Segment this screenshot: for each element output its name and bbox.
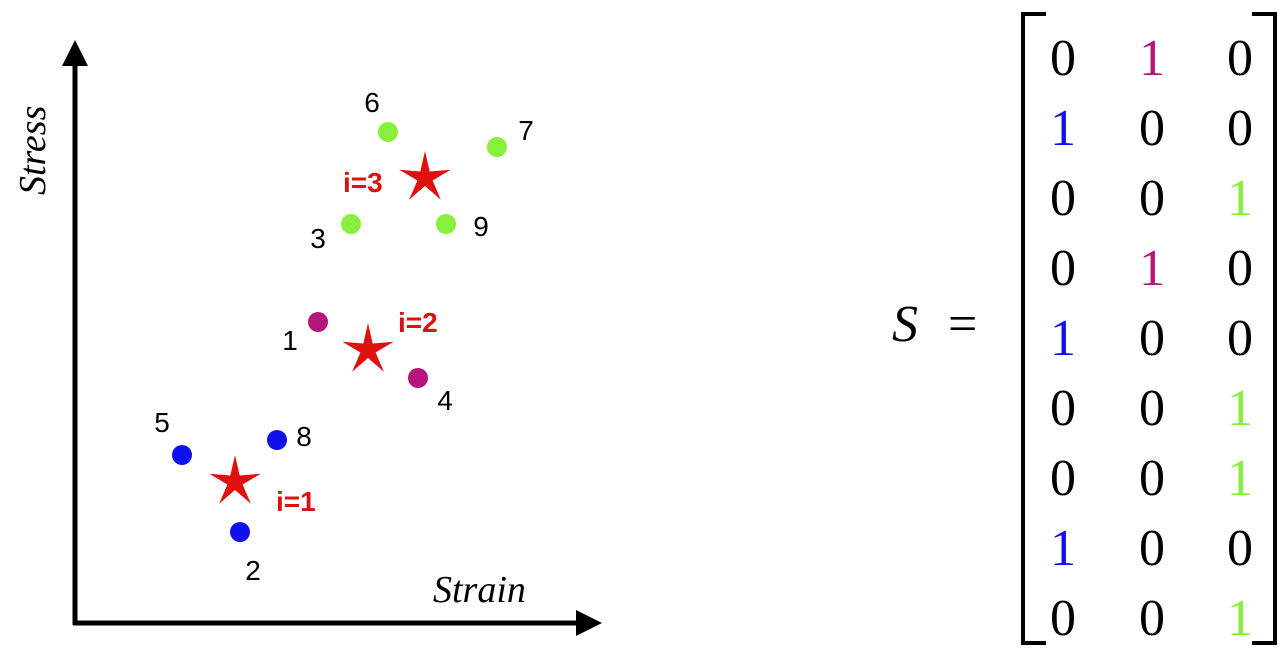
matrix-cell: 0 xyxy=(1050,170,1076,227)
matrix-cell: 0 xyxy=(1227,520,1253,577)
matrix-cell: 1 xyxy=(1139,240,1165,297)
data-point-label: 1 xyxy=(282,325,298,356)
data-point-label: 4 xyxy=(437,385,453,416)
data-point-label: 8 xyxy=(296,421,312,452)
matrix-cell: 0 xyxy=(1050,450,1076,507)
matrix-cell: 1 xyxy=(1139,30,1165,87)
matrix-cell: 0 xyxy=(1139,450,1165,507)
matrix-cell: 0 xyxy=(1139,380,1165,437)
x-axis-label: Strain xyxy=(433,569,526,611)
matrix-cell: 0 xyxy=(1139,520,1165,577)
centroid-star-1 xyxy=(209,455,261,504)
matrix-cell: 1 xyxy=(1050,310,1076,367)
matrix-cell: 0 xyxy=(1139,170,1165,227)
matrix-cell: 1 xyxy=(1050,520,1076,577)
matrix-cell: 0 xyxy=(1050,240,1076,297)
data-point-label: 9 xyxy=(473,211,489,242)
centroid-label: i=2 xyxy=(398,307,438,338)
data-point-3 xyxy=(341,214,361,234)
matrix-cell: 1 xyxy=(1227,590,1253,647)
x-axis-arrow xyxy=(576,610,602,636)
data-point-8 xyxy=(267,430,287,450)
matrix-right-bracket xyxy=(1252,12,1277,645)
matrix-cell: 0 xyxy=(1227,310,1253,367)
data-point-1 xyxy=(308,312,328,332)
matrix-cell: 1 xyxy=(1050,100,1076,157)
axes: Strain Stress xyxy=(12,40,602,636)
matrix-cell: 0 xyxy=(1050,30,1076,87)
matrix-cell: 1 xyxy=(1227,450,1253,507)
matrix-equals: = xyxy=(948,296,977,353)
centroid-star-2 xyxy=(342,323,394,372)
matrix-cell: 1 xyxy=(1227,380,1253,437)
matrix-left-bracket xyxy=(1021,12,1046,645)
matrix-cell: 0 xyxy=(1227,30,1253,87)
centroid-label: i=1 xyxy=(276,486,316,517)
matrix-cell: 0 xyxy=(1050,590,1076,647)
data-point-label: 7 xyxy=(518,115,534,146)
matrix-cell: 0 xyxy=(1139,590,1165,647)
matrix-symbol: S xyxy=(892,296,918,353)
data-point-5 xyxy=(172,445,192,465)
data-point-7 xyxy=(487,137,507,157)
centroid-star-3 xyxy=(399,151,451,200)
data-point-4 xyxy=(408,368,428,388)
data-point-label: 3 xyxy=(310,223,326,254)
data-point-9 xyxy=(436,214,456,234)
y-axis-arrow xyxy=(62,40,88,66)
points-layer: 1 2 3 4 5 6 7 8 9 xyxy=(154,87,534,586)
matrix-cells: 0 1 0 1 0 0 0 0 1 0 1 0 1 0 0 0 0 1 0 0 1 1 0 0 0 0 1 xyxy=(1050,30,1253,647)
data-point-label: 5 xyxy=(154,407,170,438)
data-point-6 xyxy=(378,122,398,142)
matrix-cell: 1 xyxy=(1227,170,1253,227)
data-point-label: 2 xyxy=(245,555,261,586)
matrix-cell: 0 xyxy=(1227,100,1253,157)
data-point-2 xyxy=(230,522,250,542)
centroids-layer: i=1 i=2 i=3 xyxy=(209,151,451,517)
y-axis-label: Stress xyxy=(12,106,54,195)
membership-matrix: S = 0 1 0 1 0 0 0 0 1 0 1 0 1 0 0 0 0 1 0 0 1 1 0 0 0 0 1 xyxy=(892,12,1277,647)
matrix-cell: 0 xyxy=(1139,310,1165,367)
matrix-cell: 0 xyxy=(1227,240,1253,297)
matrix-cell: 0 xyxy=(1050,380,1076,437)
centroid-label: i=3 xyxy=(343,167,383,198)
matrix-cell: 0 xyxy=(1139,100,1165,157)
data-point-label: 6 xyxy=(364,87,380,118)
